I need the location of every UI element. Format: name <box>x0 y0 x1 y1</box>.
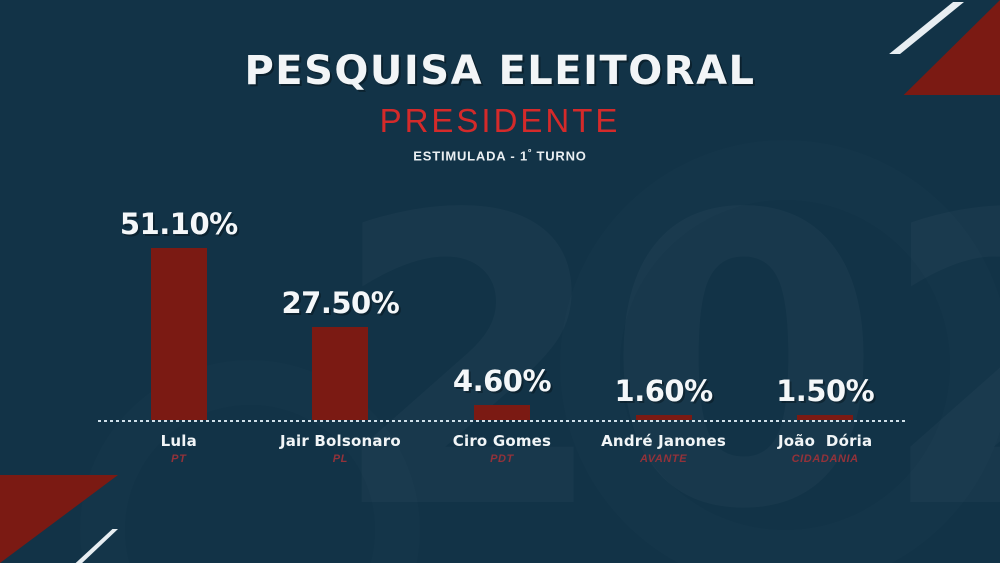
poll-type-note: ESTIMULADA - 1º TURNO <box>0 147 1000 163</box>
candidate-name: André Janones <box>601 432 727 450</box>
note-ordinal: º <box>527 147 533 157</box>
candidate-name: Lula <box>160 432 197 450</box>
page-subtitle: PRESIDENTE <box>379 102 621 139</box>
bar-rect <box>312 327 369 420</box>
bar-rect <box>150 247 207 420</box>
note-prefix: ESTIMULADA - 1 <box>413 148 528 164</box>
bar-column: 1.50% <box>744 190 906 420</box>
bar-series: 51.10% 27.50% 4.60% 1.60% 1.50% <box>98 190 906 420</box>
axis-baseline <box>98 420 906 422</box>
category-label-group: João Dória CIDADANIA <box>744 432 906 465</box>
category-label-group: Jair Bolsonaro PL <box>260 432 422 465</box>
bar-value-label: 27.50% <box>281 286 400 321</box>
bar-value-label: 51.10% <box>119 206 238 241</box>
candidate-party: PT <box>171 453 187 465</box>
bar-column: 27.50% <box>260 190 422 420</box>
page-title: PESQUISA ELEITORAL <box>244 48 756 94</box>
candidate-party: CIDADANIA <box>791 453 859 465</box>
category-label-group: Ciro Gomes PDT <box>421 432 583 465</box>
candidate-party: PDT <box>490 453 514 465</box>
category-label-group: André Janones AVANTE <box>583 432 745 465</box>
bar-value-label: 4.60% <box>452 363 552 398</box>
note-suffix: TURNO <box>532 148 587 164</box>
bar-value-label: 1.60% <box>614 373 714 408</box>
bar-rect <box>473 404 530 420</box>
candidate-name: João Dória <box>777 432 873 450</box>
bar-column: 51.10% <box>98 190 260 420</box>
category-label-group: Lula PT <box>98 432 260 465</box>
candidate-name: Jair Bolsonaro <box>279 432 401 450</box>
category-labels: Lula PT Jair Bolsonaro PL Ciro Gomes PDT André… <box>98 432 906 465</box>
candidate-party: PL <box>332 453 349 465</box>
bar-value-label: 1.50% <box>776 373 875 408</box>
bar-rect <box>797 414 854 420</box>
bar-chart: 51.10% 27.50% 4.60% 1.60% 1.50% <box>98 190 906 430</box>
bar-column: 4.60% <box>421 190 583 420</box>
candidate-name: Ciro Gomes <box>452 432 552 450</box>
bar-column: 1.60% <box>583 190 745 420</box>
top-right-slash-decoration <box>889 2 964 54</box>
candidate-party: AVANTE <box>639 453 688 465</box>
bar-rect <box>635 414 692 420</box>
header: PESQUISA ELEITORAL PRESIDENTE ESTIMULADA… <box>0 48 1000 163</box>
